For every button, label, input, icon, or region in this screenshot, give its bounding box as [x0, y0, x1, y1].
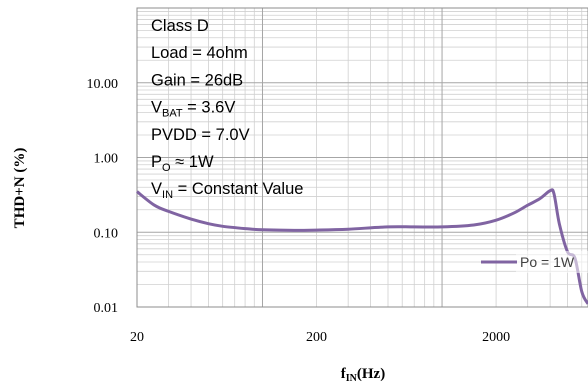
- annotation-line: PVDD = 7.0V: [151, 126, 250, 144]
- annotation-line: VIN = Constant Value: [151, 180, 303, 201]
- x-axis-title-main: f: [341, 366, 347, 382]
- y-tick-label: 10.00: [87, 77, 119, 92]
- annotation-line: VBAT = 3.6V: [151, 99, 235, 120]
- legend: Po = 1W: [481, 251, 588, 273]
- x-axis-title-subscript: IN: [346, 373, 358, 384]
- series-line-po-1w: [136, 188, 588, 305]
- x-tick-label: 200: [306, 330, 327, 345]
- x-tick-labels: 20 200 2000: [130, 330, 510, 345]
- legend-label: Po = 1W: [520, 254, 575, 270]
- x-tick-label: 20: [130, 330, 144, 345]
- legend-background: [516, 251, 588, 273]
- y-tick-label: 0.10: [94, 226, 119, 241]
- series-group: [136, 188, 588, 305]
- x-axis-title-unit: (Hz): [357, 366, 385, 382]
- x-tick-label: 2000: [482, 330, 510, 345]
- annotation-line: Class D: [151, 17, 209, 35]
- annotation-line: Gain = 26dB: [151, 71, 243, 89]
- annotation-line: PO ≈ 1W: [151, 153, 214, 174]
- y-axis-title: THD+N (%): [12, 148, 28, 229]
- y-tick-label: 1.00: [94, 152, 119, 167]
- annotation-line: Load = 4ohm: [151, 44, 248, 62]
- y-tick-labels: 10.00 1.00 0.10 0.01: [87, 77, 119, 316]
- annotation-block: Class D Load = 4ohm Gain = 26dB VBAT = 3.6V…: [151, 17, 303, 201]
- x-axis-title: fIN(Hz): [341, 366, 385, 384]
- y-tick-label: 0.01: [94, 301, 119, 316]
- plot-frame: [136, 7, 588, 308]
